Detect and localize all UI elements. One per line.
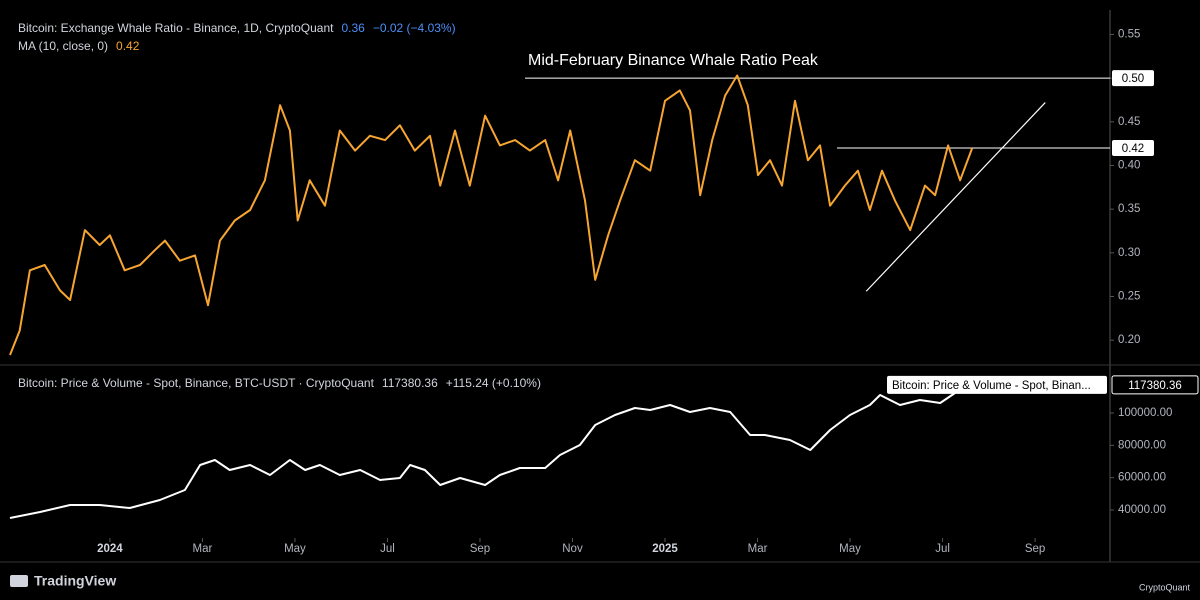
x-tick-label: Mar xyxy=(748,543,768,555)
x-tick-label: Sep xyxy=(470,543,490,555)
last-price-label: 117380.36 xyxy=(1128,380,1182,392)
y-tick-label: 60000.00 xyxy=(1118,472,1166,484)
legend-change: +115.24 (+0.10%) xyxy=(446,376,541,390)
brand-left: TradingView xyxy=(34,573,116,589)
x-tick-label: May xyxy=(839,543,861,555)
y-tick-label: 80000.00 xyxy=(1118,439,1166,451)
legend-title: Bitcoin: Exchange Whale Ratio - Binance,… xyxy=(18,21,334,35)
x-tick-label: 2025 xyxy=(652,543,678,555)
x-tick-label: May xyxy=(284,543,306,555)
y-tick-label: 0.25 xyxy=(1118,291,1140,303)
legend-value: 0.36 xyxy=(342,21,366,35)
legend-indicator: MA (10, close, 0) 0.42 xyxy=(18,39,140,53)
x-tick-label: Jul xyxy=(380,543,395,555)
y-tick-label: 0.45 xyxy=(1118,116,1140,128)
series-tag: Bitcoin: Price & Volume - Spot, Binan... xyxy=(892,380,1091,392)
legend-title: Bitcoin: Price & Volume - Spot, Binance,… xyxy=(18,376,375,390)
series-line xyxy=(9,392,956,519)
x-tick-label: Nov xyxy=(562,543,583,555)
indicator-name: MA (10, close, 0) xyxy=(18,39,108,53)
y-tick-label: 100000.00 xyxy=(1118,407,1172,419)
indicator-value: 0.42 xyxy=(116,39,140,53)
annotation: Mid-February Binance Whale Ratio Peak xyxy=(528,52,819,69)
legend-value: 117380.36 xyxy=(382,376,438,390)
y-tick-label: 0.55 xyxy=(1118,28,1140,40)
price-label-box xyxy=(1112,140,1154,157)
trend-line xyxy=(865,102,1046,292)
last-price-box xyxy=(1111,375,1199,395)
brand-logo xyxy=(10,575,28,587)
price-label: 0.42 xyxy=(1122,143,1144,155)
x-tick-label: 2024 xyxy=(97,543,123,555)
series-tag-box xyxy=(887,375,1107,394)
y-tick-label: 0.35 xyxy=(1118,203,1140,215)
price-label-box xyxy=(1112,70,1154,87)
y-tick-label: 0.40 xyxy=(1118,160,1140,172)
x-tick-label: Mar xyxy=(193,543,213,555)
legend-change: −0.02 (−4.03%) xyxy=(373,21,456,35)
series-line xyxy=(9,74,974,356)
y-tick-label: 0.20 xyxy=(1118,334,1140,346)
x-tick-label: Sep xyxy=(1025,543,1045,555)
x-tick-label: Jul xyxy=(935,543,950,555)
brand-right: CryptoQuant xyxy=(1139,582,1191,592)
y-tick-label: 0.30 xyxy=(1118,247,1140,259)
y-tick-label: 40000.00 xyxy=(1118,504,1166,516)
legend-bottom: Bitcoin: Price & Volume - Spot, Binance,… xyxy=(18,376,541,390)
price-label: 0.50 xyxy=(1122,73,1144,85)
legend-top: Bitcoin: Exchange Whale Ratio - Binance,… xyxy=(18,21,456,35)
